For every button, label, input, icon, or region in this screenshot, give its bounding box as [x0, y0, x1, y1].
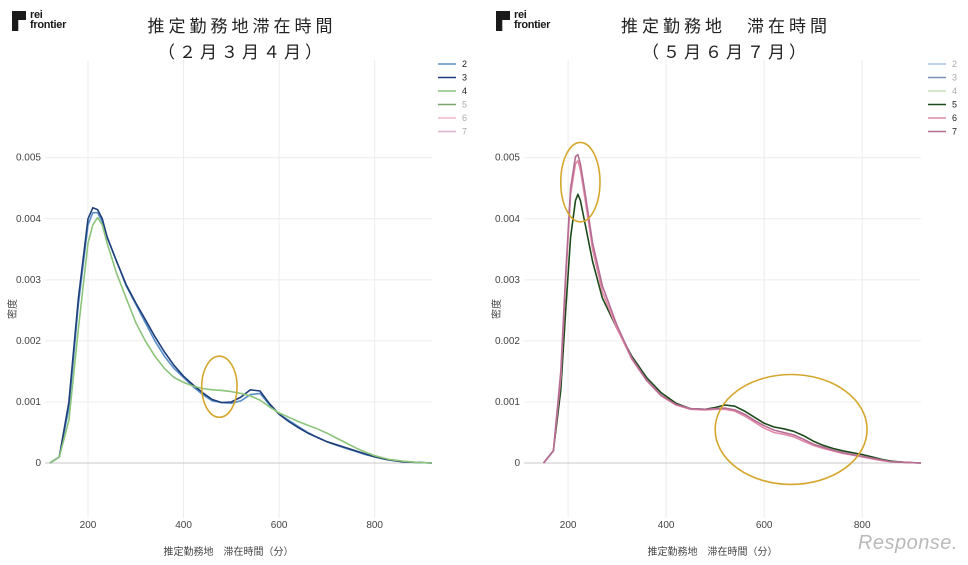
- chart-title: 推定勤務地滞在時間: [147, 17, 337, 37]
- legend-label-5: 5: [462, 100, 467, 110]
- legend: 2 3 4 5 6 7: [928, 59, 957, 137]
- legend-label-4: 4: [952, 86, 957, 96]
- legend-label-2: 2: [462, 59, 467, 69]
- legend-label-4: 4: [462, 86, 467, 96]
- series-line-6: [542, 160, 922, 464]
- y-tick-label: 0.003: [16, 275, 41, 286]
- chart-subtitle: （５月６月７月）: [642, 43, 810, 63]
- x-tick-label: 800: [366, 520, 383, 531]
- chart-subtitle: （２月３月４月）: [158, 43, 326, 63]
- highlight-circle: [559, 141, 601, 223]
- y-tick-label: 0.005: [16, 153, 41, 164]
- x-tick-label: 800: [854, 520, 871, 531]
- series-line-4: [49, 216, 433, 464]
- chart-title: 推定勤務地 滞在時間: [621, 17, 831, 37]
- response-watermark: Response.: [857, 532, 958, 554]
- legend: 2 3 4 5 6 7: [438, 59, 467, 137]
- y-tick-label: 0.002: [495, 336, 520, 347]
- x-tick-label: 600: [271, 520, 288, 531]
- x-tick-label: 400: [658, 520, 675, 531]
- logo-word-2: frontier: [30, 19, 67, 31]
- y-axis-label: 密度: [490, 299, 503, 319]
- x-axis-label: 推定勤務地 滞在時間（分）: [164, 545, 294, 558]
- rei-frontier-logo: rei frontier: [12, 10, 66, 31]
- density-plot-left: 0 0.001 0.002 0.003 0.004 0.005 200 400 600 800 推定…: [6, 59, 467, 558]
- x-tick-label: 400: [175, 520, 192, 531]
- chart-panel-left: rei frontier 推定勤務地滞在時間 （２月３月４月） 0 0.001 0.…: [6, 10, 467, 559]
- legend-label-3: 3: [952, 73, 957, 83]
- rei-frontier-logo: rei frontier: [496, 10, 550, 31]
- chart-panel-right: rei frontier 推定勤務地 滞在時間 （５月６月７月） 0 0.001 0…: [484, 0, 968, 565]
- x-tick-label: 600: [756, 520, 773, 531]
- y-tick-label: 0.001: [495, 397, 520, 408]
- legend-label-6: 6: [952, 113, 957, 123]
- series-line-5: [542, 193, 922, 464]
- legend-label-2: 2: [952, 59, 957, 69]
- y-tick-label: 0.003: [495, 275, 520, 286]
- legend-label-7: 7: [952, 127, 957, 137]
- y-axis-label: 密度: [6, 299, 19, 319]
- legend-label-6: 6: [462, 113, 467, 123]
- y-tick-label: 0: [35, 458, 41, 469]
- x-tick-label: 200: [80, 520, 97, 531]
- legend-label-7: 7: [462, 127, 467, 137]
- grid-lines: [45, 60, 432, 518]
- series-line-7: [542, 153, 922, 464]
- y-tick-label: 0.004: [16, 214, 41, 225]
- y-tick-label: 0.005: [495, 153, 520, 164]
- series-line-3: [49, 207, 433, 464]
- logo-word-2: frontier: [514, 19, 551, 31]
- density-plot-right: 0 0.001 0.002 0.003 0.004 0.005 200 400 600 800 推定…: [490, 59, 957, 558]
- y-tick-label: 0.001: [16, 397, 41, 408]
- y-tick-label: 0.002: [16, 336, 41, 347]
- legend-label-5: 5: [952, 100, 957, 110]
- y-tick-label: 0: [514, 458, 520, 469]
- x-axis-label: 推定勤務地 滞在時間（分）: [648, 545, 778, 558]
- grid-lines: [524, 60, 921, 518]
- highlight-circle: [714, 373, 868, 486]
- logo-word-1: rei: [30, 9, 43, 21]
- x-tick-label: 200: [560, 520, 577, 531]
- y-tick-label: 0.004: [495, 214, 520, 225]
- legend-label-3: 3: [462, 73, 467, 83]
- highlight-circle: [200, 355, 238, 419]
- logo-word-1: rei: [514, 9, 527, 21]
